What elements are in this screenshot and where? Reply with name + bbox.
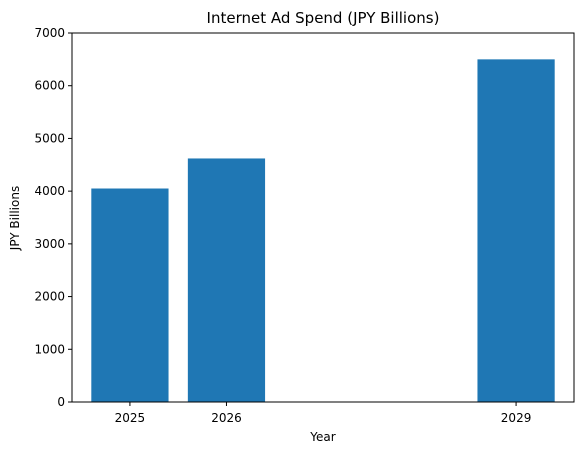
bars-group [91,59,555,402]
y-tick-label-7000: 7000 [34,26,65,40]
y-axis-ticks: 0 1000 2000 3000 4000 5000 6000 7000 [34,26,72,409]
y-tick-label-4000: 4000 [34,184,65,198]
bar-2025 [91,188,169,402]
y-tick-label-5000: 5000 [34,131,65,145]
y-tick-label-0: 0 [57,395,65,409]
x-tick-label-2025: 2025 [115,411,146,425]
bar-2026 [187,158,266,402]
x-axis-label: Year [309,430,335,444]
x-axis-ticks: 2025 2026 2029 [115,402,532,425]
bar-2029 [477,59,555,402]
y-tick-label-1000: 1000 [34,342,65,356]
y-tick-label-2000: 2000 [34,290,65,304]
y-axis-label: JPY Billions [8,186,22,251]
plot-frame [71,32,575,403]
y-tick-label-6000: 6000 [34,79,65,93]
x-tick-label-2026: 2026 [211,411,242,425]
x-tick-label-2029: 2029 [501,411,532,425]
chart-title: Internet Ad Spend (JPY Billions) [207,9,440,27]
y-tick-label-3000: 3000 [34,237,65,251]
